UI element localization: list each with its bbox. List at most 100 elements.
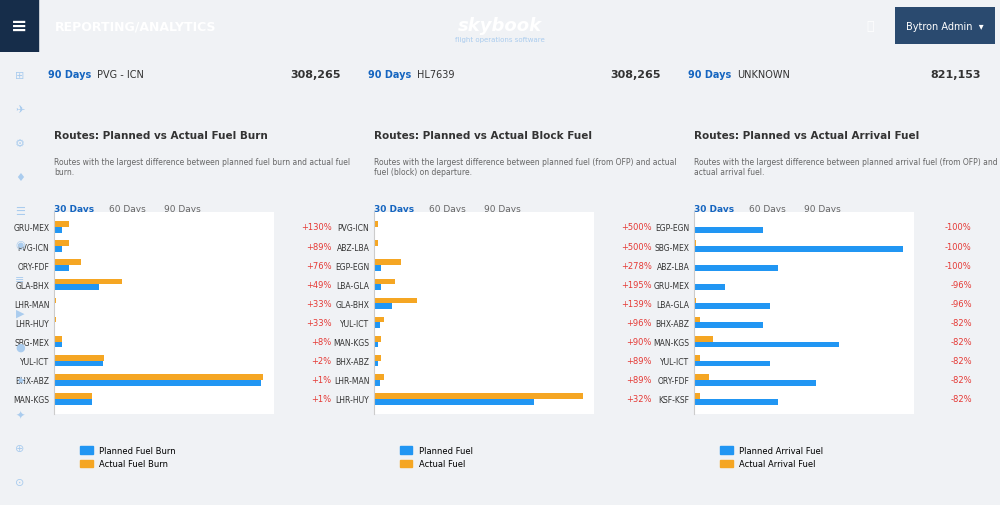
Text: +130%: +130% <box>301 223 332 232</box>
Legend: Planned Arrival Fuel, Actual Arrival Fuel: Planned Arrival Fuel, Actual Arrival Fue… <box>717 443 827 472</box>
Text: Routes: Planned vs Actual Block Fuel: Routes: Planned vs Actual Block Fuel <box>374 130 592 140</box>
Bar <box>374 342 378 347</box>
Bar <box>54 241 69 246</box>
Bar <box>694 361 770 367</box>
Text: 30 Days: 30 Days <box>374 205 414 214</box>
Text: ✈: ✈ <box>15 105 25 115</box>
Text: +500%: +500% <box>621 242 652 251</box>
Text: 🔔: 🔔 <box>866 20 874 33</box>
Bar <box>374 380 380 386</box>
Bar <box>54 260 81 266</box>
Text: ●: ● <box>15 342 25 352</box>
Legend: Planned Fuel, Actual Fuel: Planned Fuel, Actual Fuel <box>397 443 476 472</box>
Text: 60 Days: 60 Days <box>109 205 146 214</box>
Bar <box>895 8 995 45</box>
Text: +89%: +89% <box>306 242 332 251</box>
Text: +195%: +195% <box>621 280 652 289</box>
Bar <box>54 336 62 342</box>
Text: +49%: +49% <box>306 280 332 289</box>
Text: -100%: -100% <box>945 223 972 232</box>
Bar <box>694 246 903 252</box>
Text: -96%: -96% <box>950 280 972 289</box>
Text: REPORTING/ANALYTICS: REPORTING/ANALYTICS <box>55 20 216 33</box>
Bar <box>374 374 384 380</box>
Text: -100%: -100% <box>945 242 972 251</box>
Bar <box>374 323 380 329</box>
Bar <box>54 222 69 227</box>
Text: -82%: -82% <box>950 357 972 366</box>
Text: ✦: ✦ <box>15 410 25 420</box>
Text: HL7639: HL7639 <box>417 70 454 80</box>
Bar <box>54 266 69 271</box>
Text: +8%: +8% <box>312 337 332 346</box>
Text: +1%: +1% <box>312 376 332 385</box>
Bar <box>54 304 55 310</box>
Bar <box>374 393 583 399</box>
Bar <box>54 380 261 386</box>
Bar <box>374 285 381 290</box>
Bar <box>694 227 763 233</box>
Text: -100%: -100% <box>945 261 972 270</box>
Text: 90 Days: 90 Days <box>484 205 521 214</box>
Bar <box>54 227 62 233</box>
Bar <box>374 298 417 304</box>
Text: -82%: -82% <box>950 394 972 403</box>
Bar <box>54 361 103 367</box>
Text: ⊙: ⊙ <box>15 477 25 487</box>
Text: PVG - ICN: PVG - ICN <box>97 70 144 80</box>
Bar <box>694 399 778 405</box>
Text: ▶: ▶ <box>16 308 24 318</box>
Text: +1%: +1% <box>312 394 332 403</box>
Bar <box>54 285 99 290</box>
Text: +89%: +89% <box>626 376 652 385</box>
Bar <box>694 298 696 304</box>
Bar <box>374 304 392 310</box>
Bar <box>694 380 816 386</box>
Text: skybook: skybook <box>458 17 542 34</box>
Text: 90 Days: 90 Days <box>48 70 91 80</box>
Text: +139%: +139% <box>621 299 652 308</box>
Bar <box>54 374 263 380</box>
Text: Routes with the largest difference between planned fuel (from OFP) and actual
fu: Routes with the largest difference betwe… <box>374 158 677 177</box>
Text: Routes: Planned vs Actual Arrival Fuel: Routes: Planned vs Actual Arrival Fuel <box>694 130 919 140</box>
Text: 60 Days: 60 Days <box>429 205 466 214</box>
Text: ☰: ☰ <box>15 206 25 216</box>
Text: +90%: +90% <box>626 337 652 346</box>
Bar <box>54 393 92 399</box>
Bar <box>374 266 381 271</box>
Text: Bytron Admin  ▾: Bytron Admin ▾ <box>906 22 984 31</box>
Bar <box>694 356 700 361</box>
Text: +76%: +76% <box>306 261 332 270</box>
Text: ⊞: ⊞ <box>15 71 25 81</box>
Text: -82%: -82% <box>950 318 972 327</box>
Text: 90 Days: 90 Days <box>164 205 201 214</box>
Text: +2%: +2% <box>312 357 332 366</box>
Bar <box>374 399 534 405</box>
Bar <box>374 356 381 361</box>
Text: +96%: +96% <box>626 318 652 327</box>
Text: Routes with the largest difference between planned fuel burn and actual fuel
bur: Routes with the largest difference betwe… <box>54 158 350 177</box>
Bar <box>0 0 38 53</box>
Text: 60 Days: 60 Days <box>749 205 786 214</box>
Text: Routes with the largest difference between planned arrival fuel (from OFP) and
a: Routes with the largest difference betwe… <box>694 158 998 177</box>
Text: 90 Days: 90 Days <box>368 70 411 80</box>
Text: flight operations software: flight operations software <box>455 37 545 43</box>
Bar <box>694 374 709 380</box>
Text: 308,265: 308,265 <box>290 70 341 80</box>
Legend: Planned Fuel Burn, Actual Fuel Burn: Planned Fuel Burn, Actual Fuel Burn <box>77 443 179 472</box>
Text: 821,153: 821,153 <box>930 70 981 80</box>
Text: 90 Days: 90 Days <box>688 70 731 80</box>
Text: ⚙: ⚙ <box>15 138 25 148</box>
Text: 30 Days: 30 Days <box>694 205 734 214</box>
Text: -82%: -82% <box>950 376 972 385</box>
Text: ≡: ≡ <box>15 274 25 284</box>
Bar <box>54 279 122 285</box>
Text: -96%: -96% <box>950 299 972 308</box>
Text: ♦: ♦ <box>15 172 25 182</box>
Text: 308,265: 308,265 <box>610 70 661 80</box>
Bar <box>694 304 770 310</box>
Bar <box>54 342 62 347</box>
Text: 30 Days: 30 Days <box>54 205 94 214</box>
Text: ★: ★ <box>15 376 25 386</box>
Text: ≡: ≡ <box>11 17 27 36</box>
